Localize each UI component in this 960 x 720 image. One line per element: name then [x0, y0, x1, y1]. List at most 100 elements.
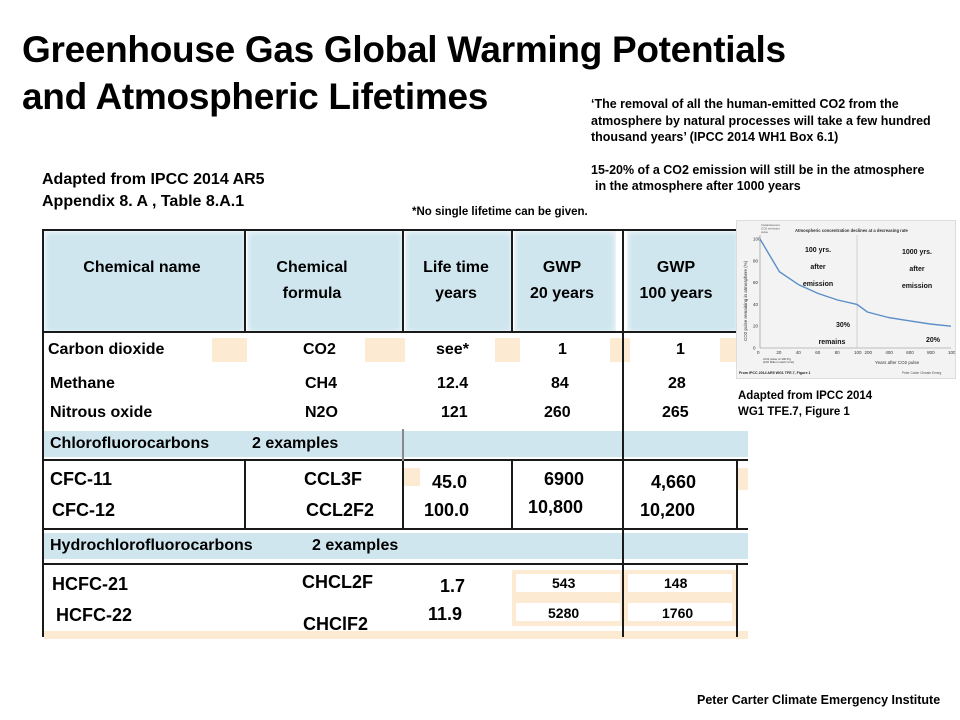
quote-line-5: in the atmosphere after 1000 years: [595, 179, 801, 193]
band-cfc: [44, 431, 748, 457]
graph-ytick: 40: [753, 302, 759, 307]
graph-xtick: 400: [885, 350, 893, 355]
graph-ytick: 0: [753, 346, 756, 351]
callout-1000-line-2: after: [909, 266, 924, 273]
remains-30-line-2: remains: [819, 339, 846, 346]
cell-co2-name: Carbon dioxide: [48, 341, 165, 358]
table-divider-hcfc-2: [42, 563, 748, 565]
cell-hcfc22-gwp100: 1760: [662, 605, 694, 621]
header-cell-gwp100: [627, 231, 739, 333]
author-credit: Peter Carter Climate Emergency Institute: [697, 693, 941, 707]
graph-xtick: 1000: [948, 350, 955, 355]
hcfc-group-note: 2 examples: [312, 537, 399, 554]
col-divider-1-cfc: [244, 461, 246, 529]
graph-ylabel: CO2 pulse remaining in atmosphere (%): [743, 260, 748, 341]
graph-xtick: 20: [776, 350, 782, 355]
quote-block: ‘The removal of all the human-emitted CO…: [591, 96, 960, 195]
graph-pulse-note-2: (100 billion metric tons): [763, 360, 794, 364]
callout-1000-line-1: 1000 yrs.: [902, 249, 932, 256]
col-divider-2-cfc: [402, 461, 404, 529]
cell-ch4-life: 12.4: [437, 375, 469, 392]
cell-cfc12-gwp100: 10,200: [640, 500, 696, 520]
col-divider-5-hcfc: [736, 565, 738, 637]
table-border-left: [42, 229, 44, 637]
stripe-accent-2: [736, 468, 748, 490]
table-border-top: [42, 229, 748, 231]
header-gwp20-line-1: GWP: [542, 259, 582, 276]
header-gwp20-line-2: 20 years: [529, 285, 595, 302]
cell-hcfc21-formula: CHCL2F: [302, 572, 373, 592]
table-divider-header: [42, 331, 748, 333]
cell-cfc11-formula: CCL3F: [304, 469, 362, 489]
row-stripe-bottom: [44, 631, 748, 639]
cellbox-hcfc21-gwp20: [516, 574, 620, 592]
header-name: Chemical name: [83, 259, 201, 276]
cell-cfc12-formula: CCL2F2: [306, 500, 375, 520]
cell-co2-life: see*: [436, 341, 469, 358]
page-title: Greenhouse Gas Global Warming Potentials…: [22, 26, 786, 120]
header-gwp100: GWP 100 years: [627, 255, 725, 307]
quote-line-1: ‘The removal of all the human-emitted CO…: [591, 97, 899, 111]
graph-xtick: 200: [864, 350, 872, 355]
cell-n2o-gwp100: 265: [662, 404, 689, 421]
cell-hcfc22-gwp20: 5280: [548, 605, 580, 621]
cfc-group-label: Chlorofluorocarbons: [50, 435, 210, 452]
cell-n2o-name: Nitrous oxide: [50, 404, 153, 421]
col-divider-3-top: [511, 229, 513, 333]
callout-100-line-3: emission: [803, 281, 833, 288]
cell-hcfc22-name: HCFC-22: [56, 605, 133, 625]
graph-tag-line-1: Instantaneous: [761, 223, 780, 227]
graph-ytick: 20: [753, 324, 759, 329]
cellbox-co2-gwp20: [520, 338, 610, 362]
col-divider-faint-1: [402, 429, 404, 461]
title-line-1: Greenhouse Gas Global Warming Potentials: [22, 29, 786, 70]
cellbox-co2-name: [44, 338, 212, 362]
header-gwp20: GWP 20 years: [514, 255, 610, 307]
graph-tag-line-3: pulse: [761, 230, 769, 234]
callout-1000-line-3: emission: [902, 283, 932, 290]
source-line-1: Adapted from IPCC 2014 AR5: [42, 171, 265, 188]
cell-hcfc22-formula: CHClF2: [303, 614, 369, 634]
header-gwp100-line-2: 100 years: [639, 285, 713, 302]
graph-ytick: 60: [753, 280, 759, 285]
graph-ytick: 100: [753, 237, 761, 242]
cell-cfc12-gwp20: 10,800: [528, 497, 584, 517]
stripe-accent-1: [404, 468, 420, 486]
col-divider-2-top: [402, 229, 404, 333]
quote-line-4: 15-20% of a CO2 emission will still be i…: [591, 162, 925, 177]
cell-cfc12-name: CFC-12: [52, 500, 116, 520]
remains-30-line-1: 30%: [836, 322, 851, 329]
cell-cfc11-life: 45.0: [432, 472, 468, 492]
graph-decay-curve: [759, 238, 952, 327]
graph-xtick: 80: [835, 350, 841, 355]
header-life-line-2: years: [435, 285, 477, 302]
cell-hcfc21-life: 1.7: [440, 576, 466, 596]
cfc-group-note: 2 examples: [252, 435, 339, 452]
graph-xtick: 800: [927, 350, 935, 355]
cell-ch4-name: Methane: [50, 375, 115, 392]
graph-xtick: 100: [854, 350, 862, 355]
band-hcfc: [44, 533, 748, 559]
col-divider-5-cfc: [736, 461, 738, 529]
co2-decay-graph: Atmospheric concentration declines at a …: [736, 220, 956, 379]
cell-n2o-life: 121: [441, 404, 468, 421]
cell-n2o-formula: N2O: [305, 404, 338, 421]
cell-co2-gwp100: 1: [676, 341, 685, 358]
graph-xtick: 0: [757, 350, 760, 355]
hcfc-group-label: Hydrochlorofluorocarbons: [50, 537, 253, 554]
co2-decay-svg: Atmospheric concentration declines at a …: [739, 223, 955, 375]
cellbox-co2-formula: [247, 338, 365, 362]
title-line-2: and Atmospheric Lifetimes: [22, 76, 489, 117]
cell-ch4-formula: CH4: [305, 375, 338, 392]
cell-cfc11-gwp100: 4,660: [651, 472, 697, 492]
table-divider-hcfc: [42, 528, 748, 530]
graph-caption-line-2: WG1 TFE.7, Figure 1: [738, 406, 850, 418]
cell-co2-gwp20: 1: [558, 341, 567, 358]
cell-hcfc21-gwp20: 543: [552, 575, 576, 591]
lifetime-footnote: *No single lifetime can be given.: [412, 206, 588, 218]
header-formula-line-1: Chemical: [276, 259, 348, 276]
header-life-line-1: Life time: [423, 259, 489, 276]
cell-n2o-gwp20: 260: [544, 404, 571, 421]
graph-xtick: 60: [815, 350, 821, 355]
